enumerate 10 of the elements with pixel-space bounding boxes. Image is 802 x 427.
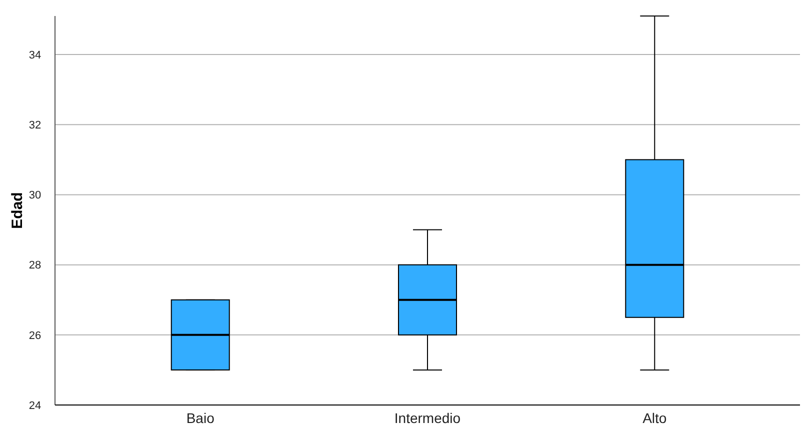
- y-tick-label: 30: [28, 190, 42, 202]
- x-tick-label: Alto: [642, 410, 667, 426]
- y-tick-label: 24: [28, 400, 42, 412]
- y-tick-label: 32: [28, 119, 42, 132]
- y-axis-title: Edad: [9, 192, 26, 229]
- y-tick-label: 34: [28, 49, 42, 62]
- x-tick-label: Baio: [186, 410, 215, 426]
- x-tick-label: Intermedio: [394, 410, 461, 426]
- y-tick-label: 28: [28, 260, 42, 272]
- y-tick-label: 26: [28, 330, 42, 342]
